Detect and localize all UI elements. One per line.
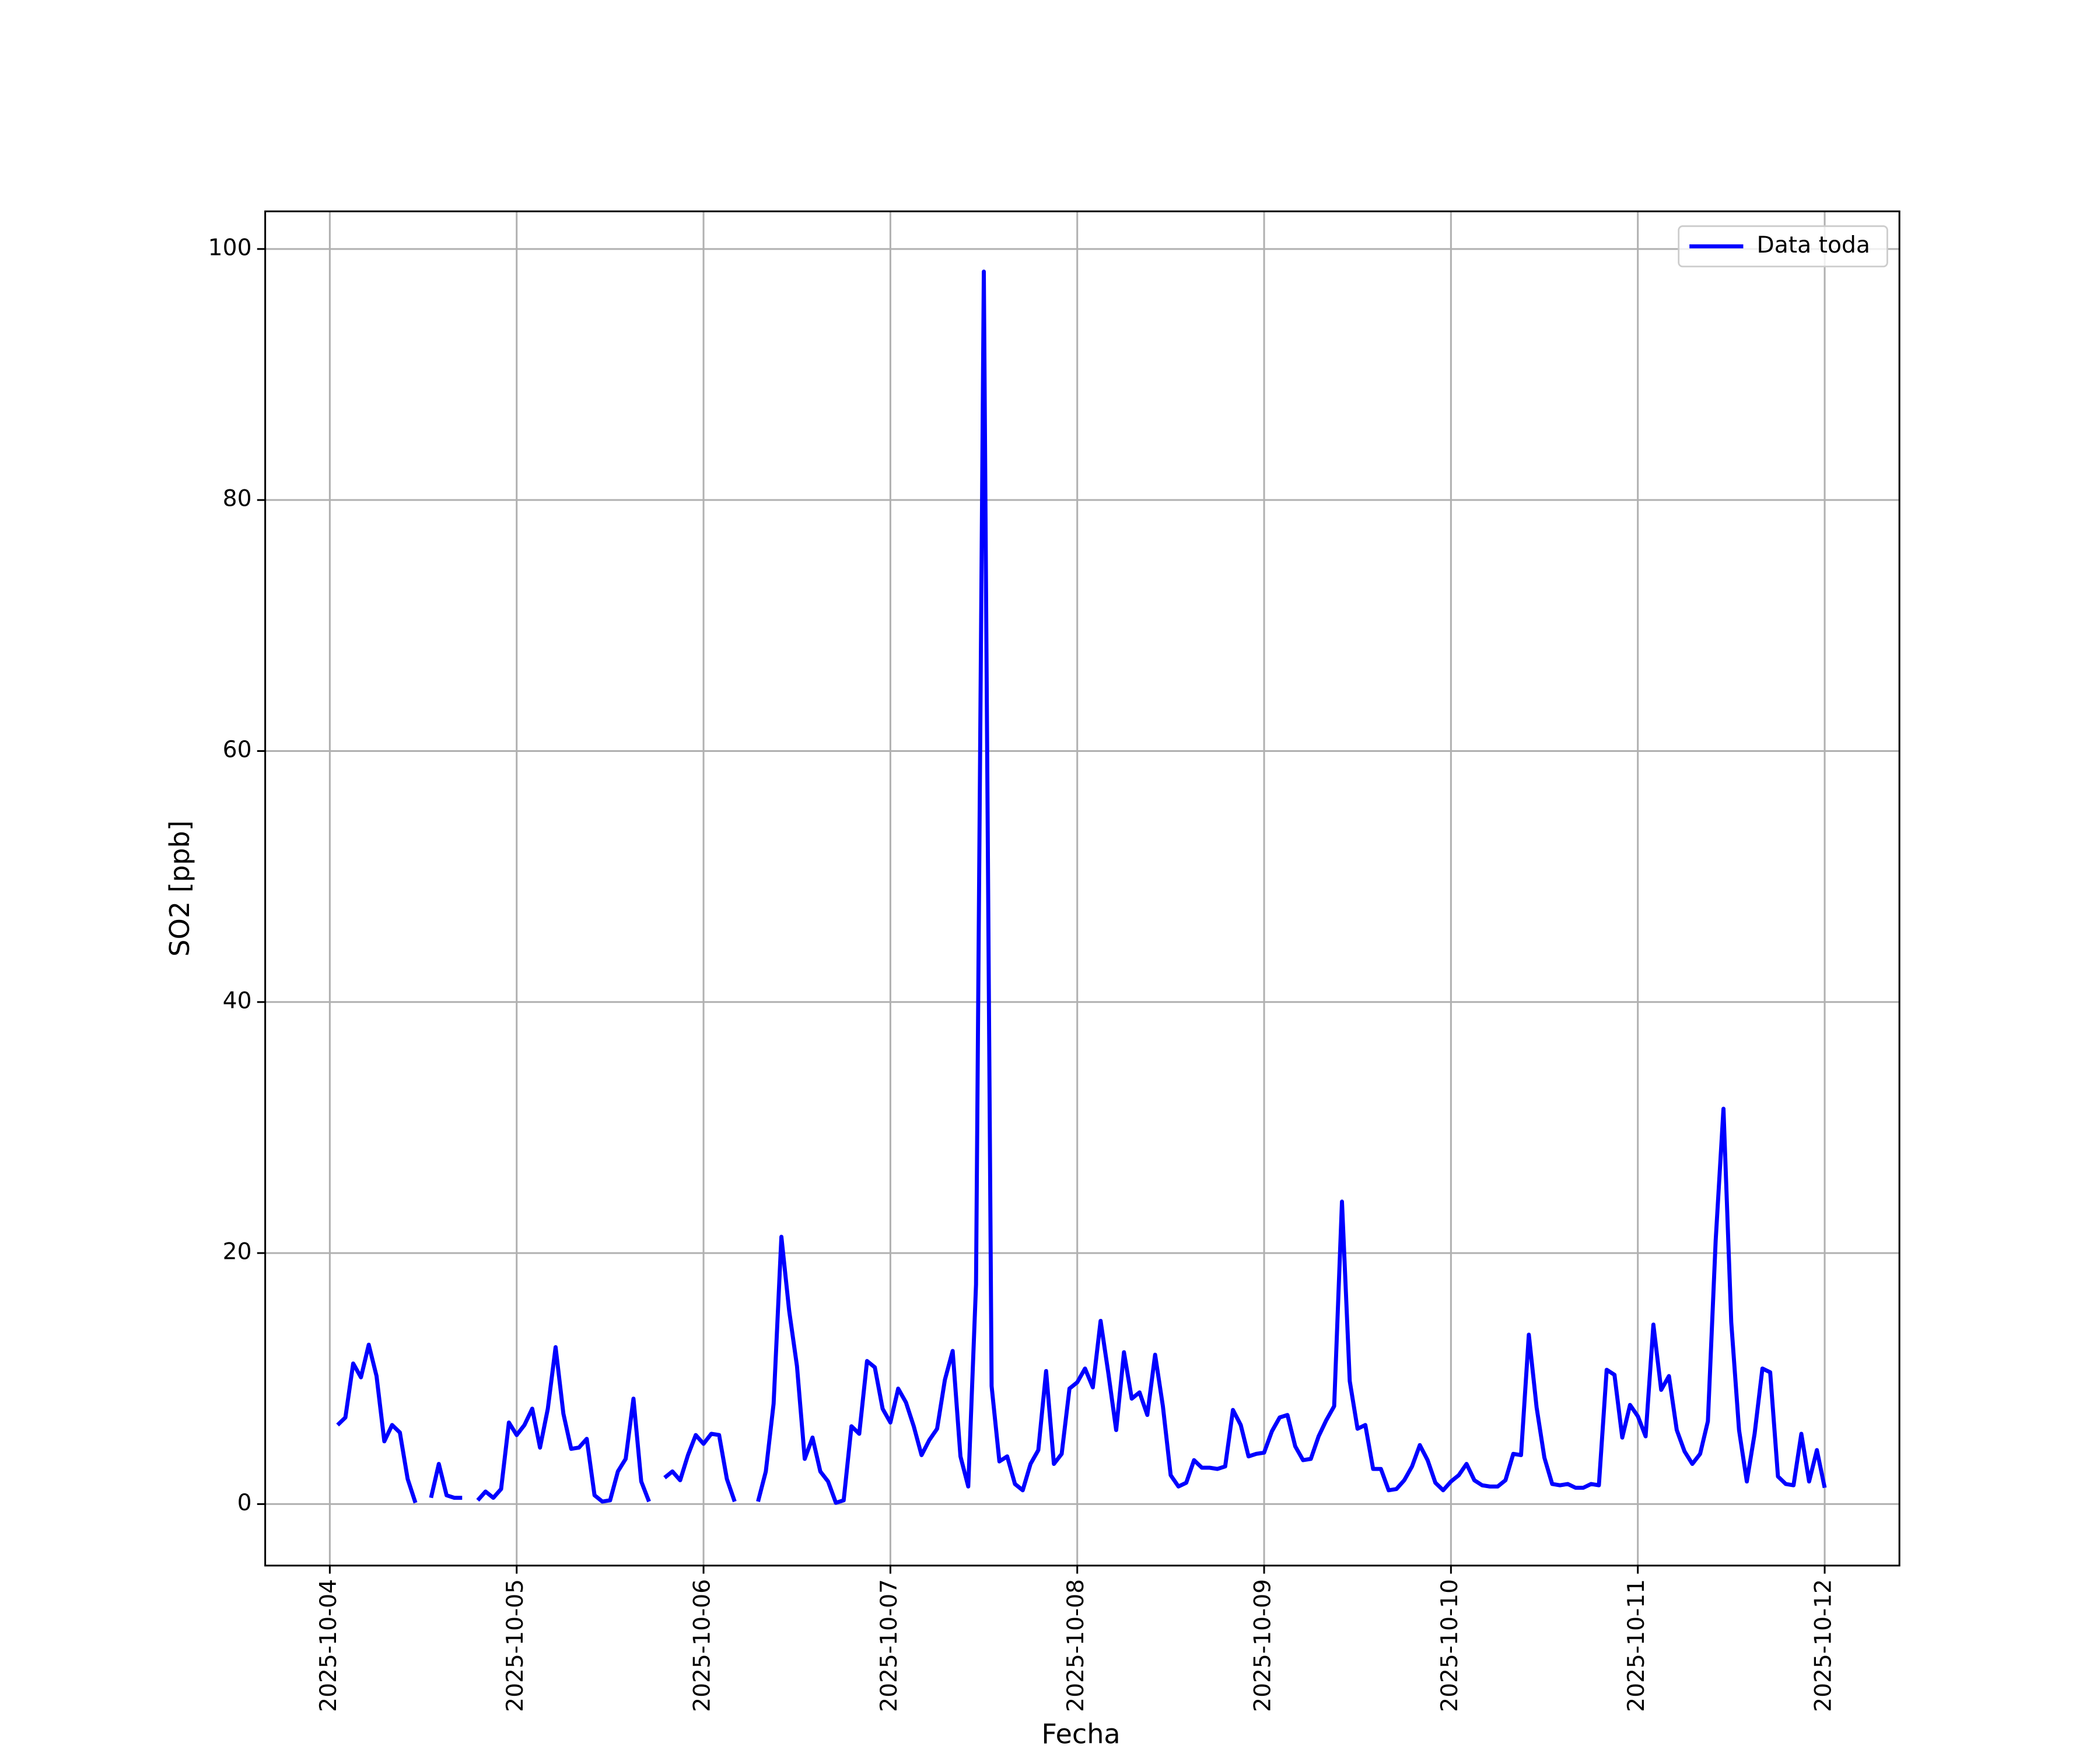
x-tick-label: 2025-10-11 bbox=[1623, 1579, 1650, 1712]
y-tick-label: 0 bbox=[237, 1490, 252, 1516]
x-axis-label: Fecha bbox=[1041, 1718, 1120, 1749]
y-tick-label: 80 bbox=[223, 486, 252, 512]
y-tick-label: 40 bbox=[223, 988, 252, 1014]
x-tick-label: 2025-10-09 bbox=[1250, 1579, 1276, 1712]
y-tick-label: 100 bbox=[208, 235, 252, 261]
x-tick-label: 2025-10-12 bbox=[1811, 1579, 1837, 1712]
x-tick-label: 2025-10-07 bbox=[876, 1579, 902, 1712]
y-tick-label: 60 bbox=[223, 737, 252, 763]
x-tick-label: 2025-10-06 bbox=[690, 1579, 716, 1712]
y-tick-label: 20 bbox=[223, 1239, 252, 1265]
y-axis-label: SO2 [ppb] bbox=[164, 820, 195, 957]
data-line bbox=[336, 270, 1827, 1505]
plot-frame bbox=[264, 210, 1901, 1567]
x-tick-label: 2025-10-08 bbox=[1063, 1579, 1089, 1712]
x-tick-label: 2025-10-05 bbox=[502, 1579, 528, 1712]
x-tick-label: 2025-10-10 bbox=[1437, 1579, 1463, 1712]
legend-label: Data toda bbox=[1757, 232, 1870, 258]
x-tick-label: 2025-10-04 bbox=[316, 1579, 342, 1712]
legend-box bbox=[1678, 225, 1888, 268]
